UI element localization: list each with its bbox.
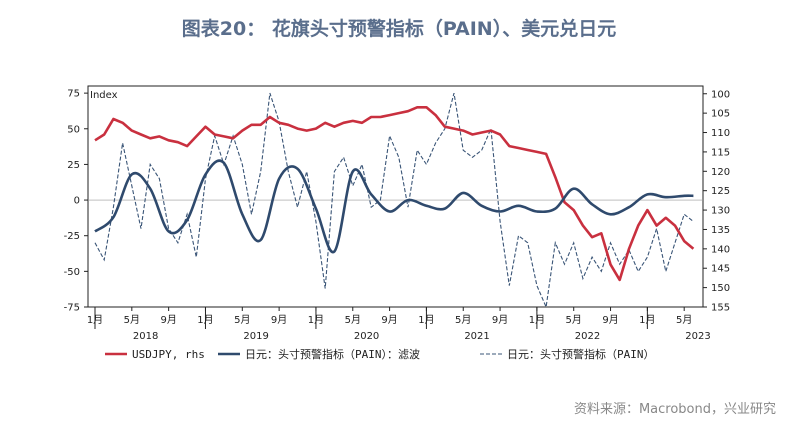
left-axis-ticks: 75 50 25 0 -25 -50 -75 <box>64 89 88 314</box>
left-tick-label: -50 <box>64 267 80 278</box>
left-tick-label: -75 <box>64 303 80 314</box>
right-tick-label: 150 <box>711 283 730 294</box>
left-tick-label: 75 <box>67 89 80 100</box>
series-filtered-line <box>94 159 694 254</box>
plot-area <box>94 92 695 310</box>
chart-axes <box>87 85 704 308</box>
right-tick-label: 110 <box>711 128 730 139</box>
series-pain-line <box>94 92 694 310</box>
right-tick-label: 105 <box>711 109 730 120</box>
x-tick-label: 9月 <box>271 314 287 326</box>
right-tick-label: 135 <box>711 225 730 236</box>
x-tick-label: 5月 <box>345 314 361 326</box>
left-tick-label: 0 <box>74 196 80 207</box>
x-tick-label: 9月 <box>602 314 618 326</box>
legend-pain-label: 日元：头寸预警指标（PAIN） <box>507 347 655 361</box>
right-tick-label: 140 <box>711 244 730 255</box>
year-label: 2021 <box>464 331 489 342</box>
x-tick-label: 5月 <box>566 314 582 326</box>
legend: USDJPY, rhs 日元：头寸预警指标（PAIN）：滤波 日元：头寸预警指标（P… <box>105 347 655 361</box>
right-tick-label: 115 <box>711 147 730 158</box>
right-tick-label: 125 <box>711 186 730 197</box>
x-tick-label: 9月 <box>381 314 397 326</box>
source-note: 资料来源：Macrobond，兴业研究 <box>573 402 776 417</box>
right-tick-label: 145 <box>711 264 730 275</box>
x-tick-label: 5月 <box>124 314 140 326</box>
year-label: 2023 <box>685 331 710 342</box>
plot-frame <box>87 85 704 308</box>
left-tick-label: -25 <box>64 231 80 242</box>
year-label: 2018 <box>133 331 158 342</box>
year-label: 2019 <box>243 331 268 342</box>
x-tick-label: 5月 <box>455 314 471 326</box>
year-label: 2020 <box>354 331 379 342</box>
index-label: Index <box>90 90 118 101</box>
right-axis-ticks: 100 105 110 115 120 125 130 135 140 145 150 155 <box>703 89 730 314</box>
year-label: 2022 <box>575 331 600 342</box>
legend-filtered-label: 日元：头寸预警指标（PAIN）：滤波 <box>245 347 420 361</box>
x-tick-label: 5月 <box>676 314 692 326</box>
left-tick-label: 50 <box>67 124 80 135</box>
left-tick-label: 25 <box>67 160 80 171</box>
x-tick-label: 9月 <box>492 314 508 326</box>
legend-usdjpy-label: USDJPY, rhs <box>132 348 205 361</box>
right-tick-label: 120 <box>711 167 730 178</box>
right-tick-label: 155 <box>711 303 730 314</box>
chart-title: 图表20： 花旗头寸预警指标（PAIN）、美元兑日元 <box>181 18 617 40</box>
x-tick-label: 9月 <box>160 314 176 326</box>
right-tick-label: 130 <box>711 206 730 217</box>
x-tick-label: 5月 <box>234 314 250 326</box>
series-usdjpy-line <box>94 106 695 282</box>
right-tick-label: 100 <box>711 89 730 100</box>
